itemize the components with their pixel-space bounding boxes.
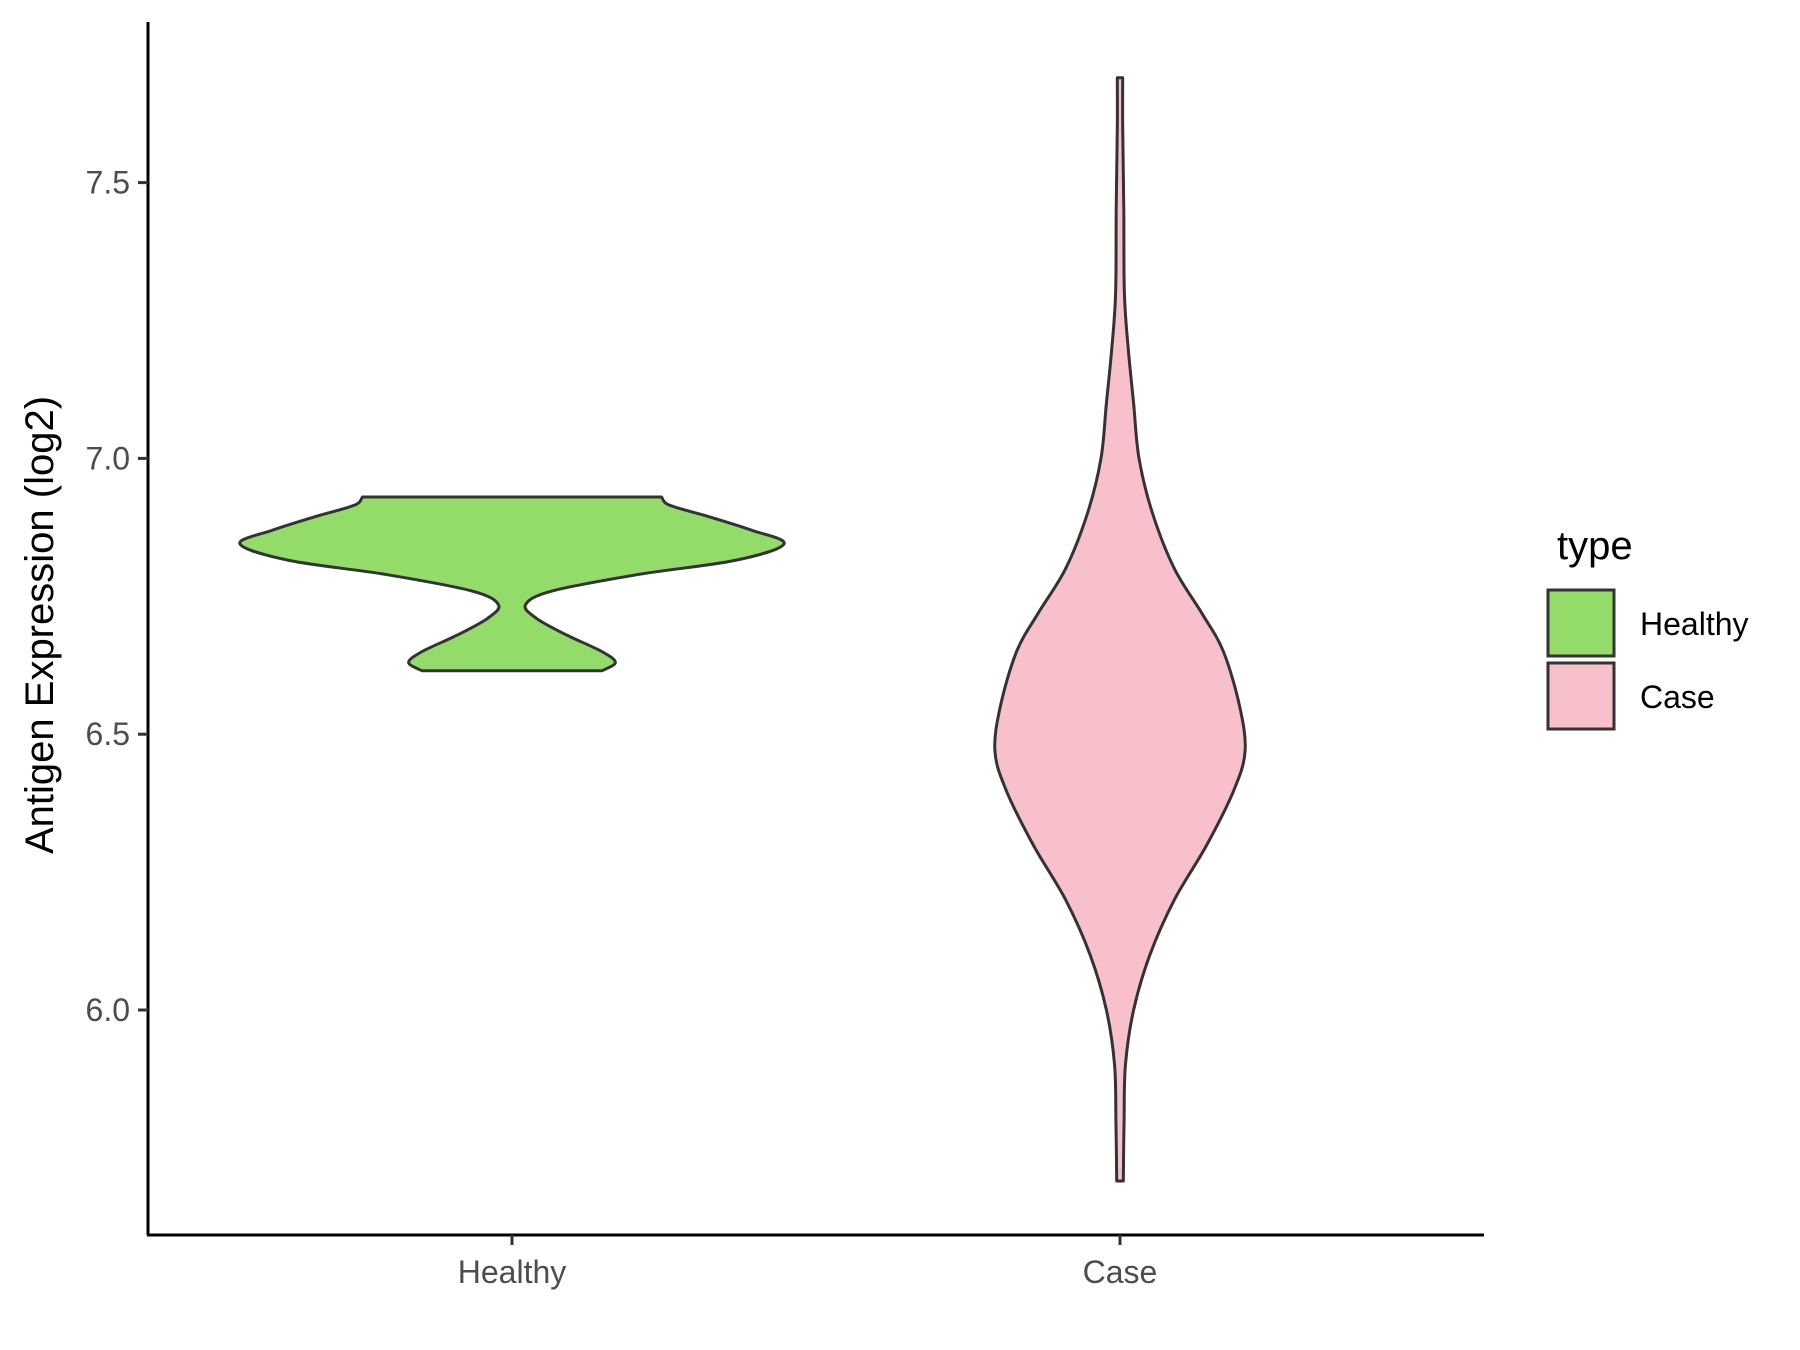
violin-case [993,76,1247,1183]
axes-layer [146,22,1484,1237]
y-tick-label: 7.0 [86,440,130,476]
violin-healthy [238,495,786,673]
legend: type Healthy Case [1546,524,1749,731]
y-tick-label: 6.5 [86,716,130,752]
legend-label-case: Case [1640,679,1715,715]
x-tick-label: Healthy [458,1254,567,1290]
x-ticks: Healthy Case [458,1235,1158,1290]
y-tick-label: 6.0 [86,992,130,1028]
violins-layer [238,76,1247,1183]
y-tick-label: 7.5 [86,165,130,201]
y-ticks: 6.0 6.5 7.0 7.5 [86,165,148,1028]
legend-key-healthy [1546,588,1616,658]
legend-label-healthy: Healthy [1640,606,1749,642]
legend-title: type [1557,524,1633,568]
y-axis-title: Antigen Expression (log2) [18,396,62,854]
x-tick-label: Case [1083,1254,1158,1290]
legend-key-case [1546,661,1616,731]
